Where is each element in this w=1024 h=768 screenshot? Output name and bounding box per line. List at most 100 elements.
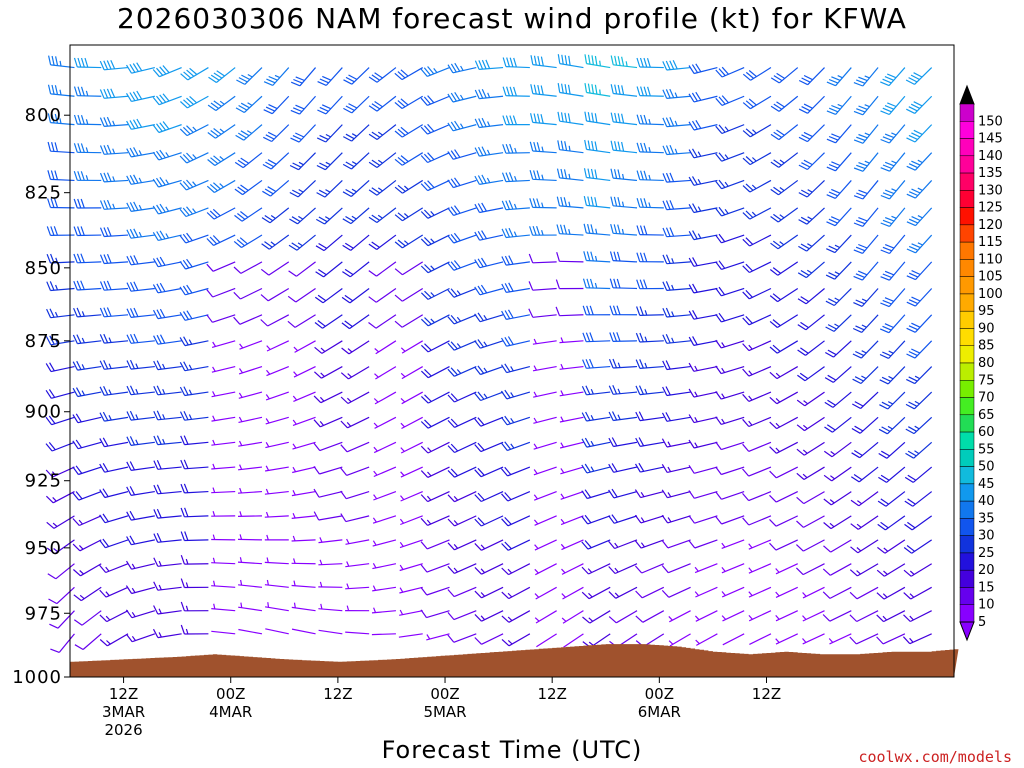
barb-staff bbox=[833, 314, 852, 332]
barb-half-flag bbox=[158, 632, 162, 638]
wind-barb bbox=[420, 416, 450, 429]
wind-barb bbox=[474, 610, 504, 622]
barb-flag bbox=[610, 223, 614, 234]
barb-staff bbox=[535, 586, 557, 600]
wind-barb bbox=[73, 586, 102, 602]
barb-staff bbox=[130, 416, 155, 421]
barb-flag bbox=[884, 105, 895, 110]
barb-flag bbox=[742, 317, 750, 326]
barb-half-flag bbox=[674, 92, 678, 98]
barb-staff bbox=[613, 149, 638, 154]
barb-half-flag bbox=[324, 216, 331, 220]
barb-flag bbox=[424, 343, 432, 351]
barb-half-flag bbox=[864, 75, 870, 79]
barb-staff bbox=[427, 287, 450, 300]
barb-staff bbox=[452, 66, 477, 74]
barb-flag bbox=[879, 328, 890, 334]
barb-staff bbox=[323, 234, 343, 252]
barb-staff bbox=[912, 491, 933, 507]
barb-flag bbox=[853, 473, 863, 481]
barb-flag bbox=[608, 411, 614, 421]
colorbar-label: 150 bbox=[978, 114, 1003, 129]
barb-flag bbox=[718, 233, 726, 242]
wind-barb bbox=[474, 257, 504, 269]
barb-half-flag bbox=[265, 465, 270, 471]
barb-staff bbox=[532, 64, 557, 69]
barb-flag bbox=[260, 294, 269, 302]
barb-half-flag bbox=[514, 175, 517, 182]
barb-half-flag bbox=[138, 231, 142, 238]
barb-half-flag bbox=[803, 400, 809, 405]
barb-flag bbox=[394, 101, 403, 109]
barb-flag bbox=[182, 126, 191, 135]
wind-barb bbox=[394, 287, 424, 302]
barb-staff bbox=[373, 441, 397, 454]
barb-flag bbox=[45, 389, 52, 399]
barb-flag bbox=[474, 313, 481, 323]
barb-staff bbox=[401, 314, 424, 328]
barb-half-flag bbox=[192, 208, 197, 214]
wind-barb bbox=[636, 170, 664, 182]
barb-flag bbox=[261, 217, 271, 224]
wind-barb bbox=[290, 95, 317, 115]
barb-flag bbox=[103, 280, 109, 291]
barb-flag bbox=[126, 511, 132, 521]
barb-flag bbox=[267, 131, 277, 138]
barb-flag bbox=[420, 238, 429, 247]
barb-flag bbox=[882, 107, 892, 113]
barb-staff bbox=[559, 365, 584, 370]
barb-half-flag bbox=[834, 323, 840, 328]
barb-half-flag bbox=[830, 451, 836, 456]
wind-barb bbox=[72, 539, 102, 552]
wind-barb bbox=[447, 610, 477, 621]
wind-barb bbox=[906, 234, 933, 254]
barb-half-flag bbox=[560, 543, 566, 549]
barb-half-flag bbox=[293, 558, 296, 564]
barb-flag bbox=[773, 186, 782, 194]
barb-flag bbox=[80, 171, 85, 181]
barb-staff bbox=[265, 606, 289, 612]
barb-staff bbox=[749, 261, 772, 274]
barb-flag bbox=[692, 257, 698, 266]
colorbar-swatch bbox=[959, 449, 975, 467]
barb-half-flag bbox=[292, 513, 296, 519]
barb-staff bbox=[104, 491, 129, 499]
wind-barb bbox=[584, 83, 611, 97]
barb-flag bbox=[179, 411, 186, 421]
barb-half-flag bbox=[400, 397, 406, 403]
barb-staff bbox=[536, 633, 557, 648]
barb-half-flag bbox=[430, 265, 435, 271]
barb-staff bbox=[721, 515, 745, 525]
barb-flag bbox=[504, 389, 511, 399]
barb-flag bbox=[103, 117, 109, 127]
wind-barb bbox=[824, 416, 852, 433]
barb-flag bbox=[453, 232, 461, 242]
barb-half-flag bbox=[298, 161, 304, 166]
barb-flag bbox=[803, 74, 813, 81]
barb-staff bbox=[295, 287, 316, 303]
barb-flag bbox=[136, 90, 143, 100]
barb-flag bbox=[240, 102, 250, 109]
barb-flag bbox=[132, 63, 139, 72]
barb-flag bbox=[180, 459, 186, 470]
barb-flag bbox=[342, 271, 351, 278]
barb-flag bbox=[797, 374, 806, 382]
barb-staff bbox=[318, 491, 343, 498]
wind-barb bbox=[126, 201, 155, 212]
barb-flag bbox=[513, 57, 517, 68]
wind-barb bbox=[263, 124, 290, 143]
barb-half-flag bbox=[456, 316, 462, 322]
barb-flag bbox=[614, 112, 618, 123]
wind-barb bbox=[880, 152, 906, 172]
barb-half-flag bbox=[644, 310, 648, 316]
barb-flag bbox=[103, 307, 109, 317]
wind-barb bbox=[610, 140, 638, 154]
barb-flag bbox=[823, 474, 833, 482]
barb-flag bbox=[742, 130, 751, 138]
barb-half-flag bbox=[108, 415, 112, 421]
barb-staff bbox=[296, 261, 316, 277]
barb-flag bbox=[316, 164, 326, 171]
barb-flag bbox=[447, 262, 455, 271]
barb-flag bbox=[481, 202, 487, 212]
